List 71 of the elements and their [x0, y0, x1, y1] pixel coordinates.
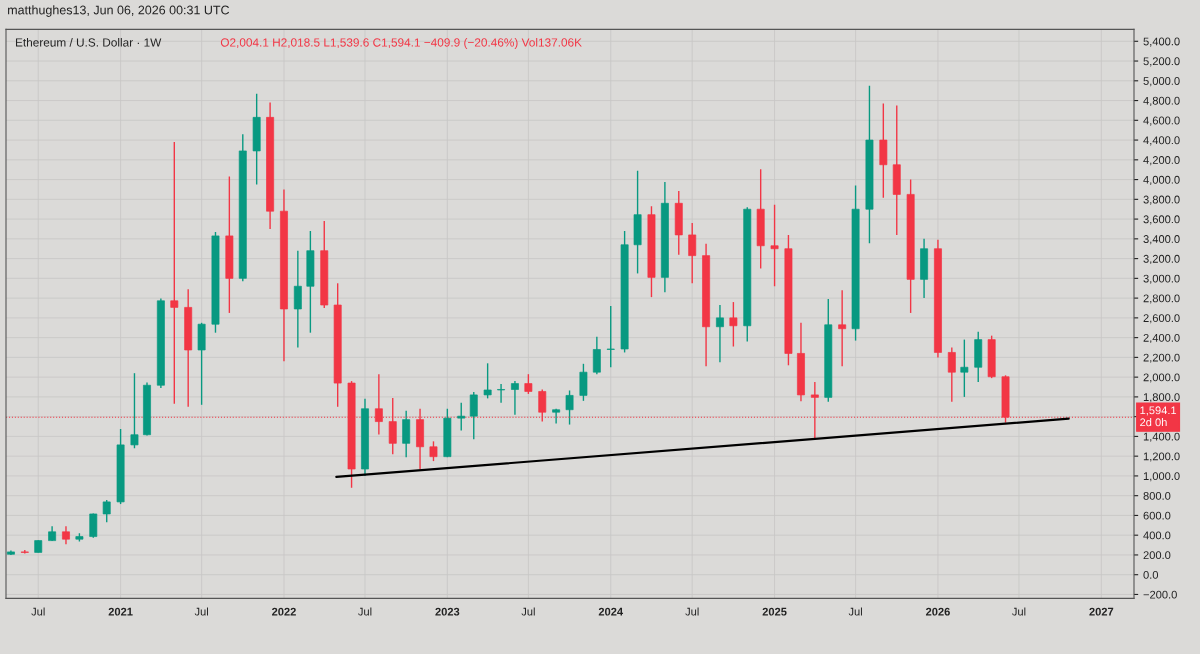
candlestick: [947, 346, 956, 403]
x-tick-label: 2022: [272, 607, 296, 616]
y-tick-label: 400.0: [1143, 531, 1171, 540]
candlestick: [457, 402, 466, 432]
candlestick: [960, 338, 969, 398]
text: O2,004.1 H2,018.5 L1,539.6 C1,594.1 −409.9 (−20.46%) Vol137.06K: [220, 37, 582, 49]
text: Ethereum / U.S. Dollar · 1W: [15, 37, 162, 47]
y-tick-label: 2,800.0: [1143, 294, 1180, 304]
candlestick: [89, 512, 98, 539]
y-tick-label: 3,600.0: [1143, 215, 1180, 225]
candlestick: [402, 410, 411, 458]
x-tick-label: 2023: [435, 607, 460, 616]
y-tick-label: 3,400.0: [1143, 235, 1180, 245]
candlestick: [552, 408, 561, 425]
candlestick: [770, 204, 779, 287]
text: matthughes13, Jun 06, 2026 00:31 UTC: [8, 5, 230, 17]
y-tick-label: 5,200.0: [1143, 57, 1180, 67]
y-tick-label: 1,000.0: [1143, 472, 1180, 482]
candlestick: [497, 383, 505, 404]
candlestick: [729, 301, 738, 348]
y-tick-label: 3,000.0: [1143, 274, 1180, 284]
y-tick-label: 4,400.0: [1143, 136, 1180, 146]
candlestick: [170, 141, 179, 405]
y-tick-label: 4,000.0: [1143, 175, 1180, 186]
y-tick-label: 2,000.0: [1143, 373, 1180, 383]
y-tick-label: 1,400.0: [1143, 432, 1180, 442]
y-tick-label: 4,800.0: [1143, 96, 1180, 106]
x-tick-label: Jul: [848, 607, 862, 616]
x-tick-label: 2021: [108, 607, 133, 616]
y-tick-label: 4,200.0: [1143, 156, 1180, 166]
x-tick-label: 2026: [925, 607, 950, 616]
x-tick-label: 2024: [598, 607, 624, 616]
candlestick: [102, 499, 111, 524]
candlestick: [592, 335, 601, 375]
candlestick: [606, 305, 615, 368]
y-tick-label: 1,200.0: [1143, 452, 1180, 462]
ref-line-label: 1,594.1 2d 0h: [1140, 406, 1177, 427]
x-tick-label: 2027: [1089, 607, 1114, 616]
candlestick: [429, 440, 438, 462]
y-tick-label: −200.0: [1143, 590, 1177, 599]
candlestick: [688, 222, 697, 284]
x-tick-label: Jul: [194, 607, 208, 616]
y-tick-label: 200.0: [1143, 551, 1171, 560]
x-tick-label: Jul: [358, 607, 372, 616]
y-tick-label: 2,600.0: [1143, 314, 1180, 324]
x-tick-label: Jul: [521, 607, 535, 616]
candlestick: [483, 362, 492, 400]
candlestick: [579, 363, 588, 402]
y-tick-label: 0.0: [1143, 570, 1159, 579]
y-tick-label: 3,200.0: [1143, 254, 1180, 265]
y-tick-label: 3,800.0: [1143, 195, 1180, 205]
x-tick-label: 2025: [762, 607, 787, 616]
candlestick: [524, 373, 533, 395]
y-tick-label: 600.0: [1143, 511, 1171, 520]
y-tick-label: 800.0: [1143, 491, 1171, 500]
candlestick: [838, 289, 847, 367]
x-tick-label: Jul: [1012, 607, 1026, 616]
candlestick: [565, 389, 574, 426]
candlestick: [469, 391, 478, 441]
y-tick-label: 5,000.0: [1143, 77, 1180, 87]
candlestick: [716, 304, 724, 364]
candlestick: [511, 380, 519, 416]
y-tick-label: 4,600.0: [1143, 116, 1180, 126]
candlestick: [130, 372, 139, 449]
y-tick-label: 5,400.0: [1143, 37, 1180, 47]
y-tick-label: 2,200.0: [1143, 353, 1180, 363]
candlestick: [293, 250, 302, 349]
y-tick-label: 2,400.0: [1143, 333, 1180, 344]
x-tick-label: Jul: [685, 607, 699, 616]
y-tick-label: 1,800.0: [1143, 393, 1180, 403]
x-tick-label: Jul: [31, 607, 45, 616]
